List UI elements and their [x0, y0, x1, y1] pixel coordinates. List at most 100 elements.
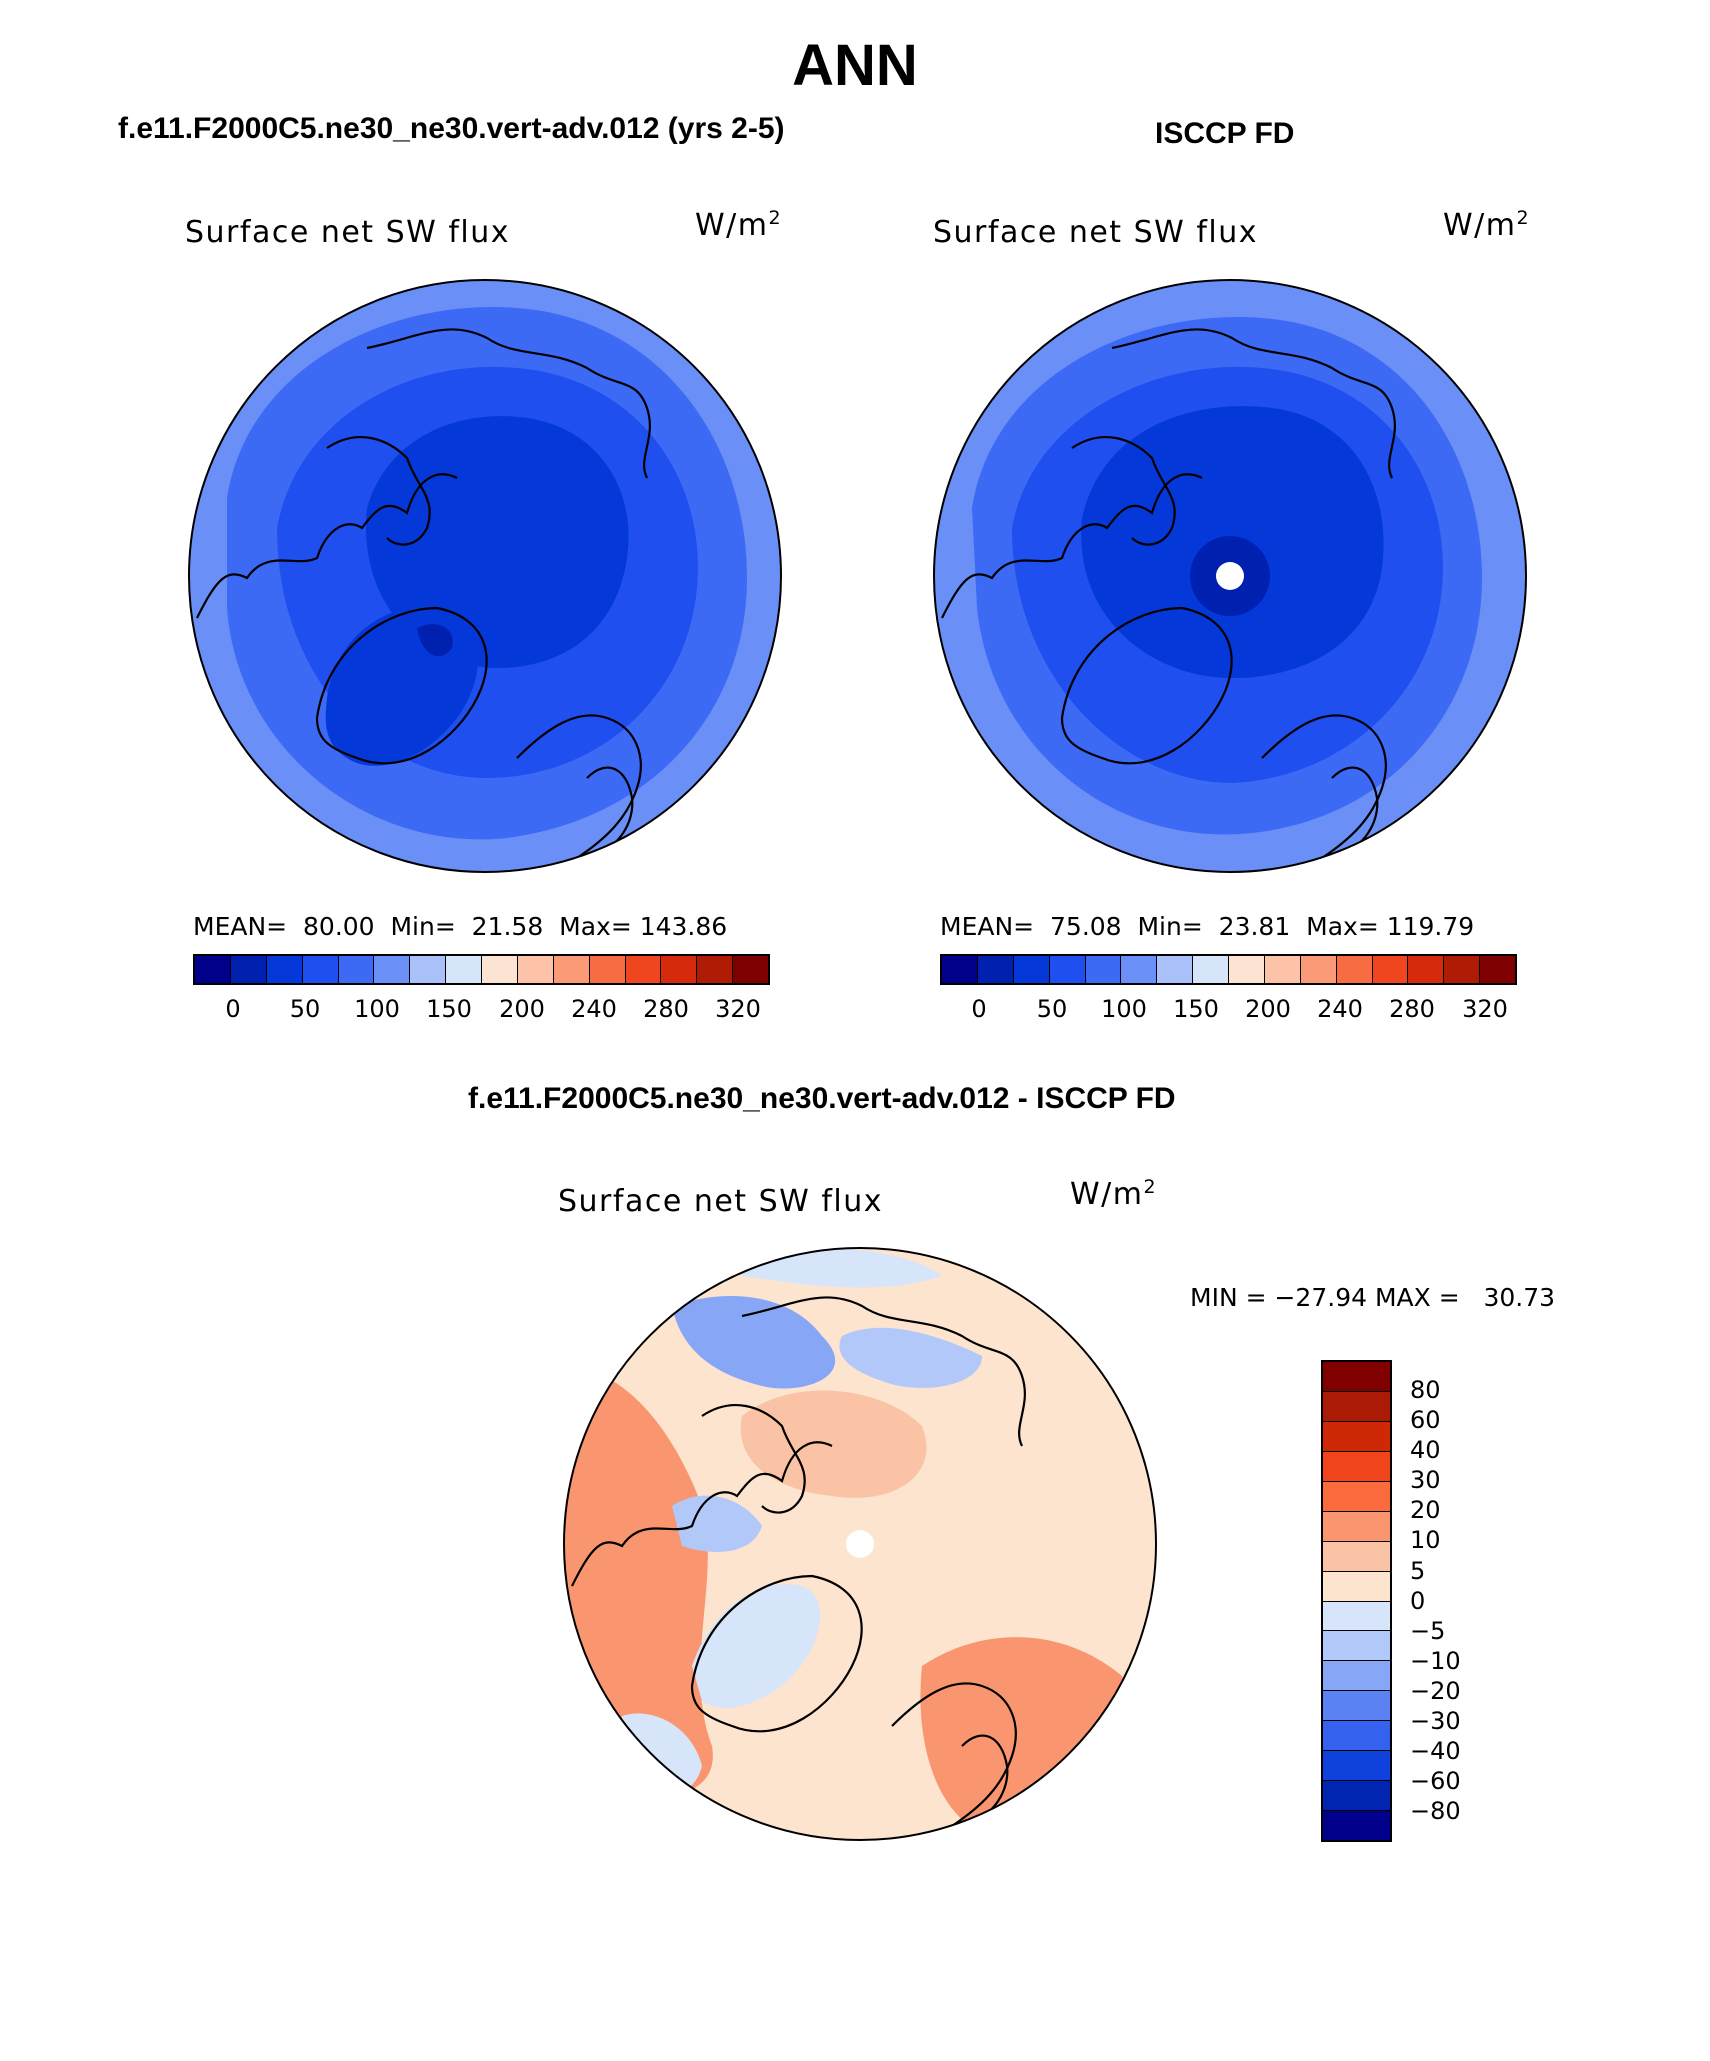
panel3-polar-map	[563, 1247, 1157, 1841]
cbar3-swatch	[1323, 1362, 1390, 1392]
cbar1-swatch	[625, 956, 662, 983]
panel2-coast-greenland	[1060, 606, 1233, 765]
panel3-field-cool-archipelago	[672, 1495, 762, 1552]
cbar3-swatch	[1323, 1421, 1390, 1452]
cbar3-tick: −5	[1410, 1617, 1446, 1645]
panel3-field-warm-southeast	[920, 1637, 1126, 1836]
cbar3-swatch	[1323, 1601, 1390, 1632]
cbar1-swatch	[517, 956, 554, 983]
panel3-coast-canada	[571, 1441, 833, 1587]
cbar3-tick: −20	[1410, 1677, 1461, 1705]
cbar3-tick: −10	[1410, 1647, 1461, 1675]
panel1-polar-map	[188, 279, 782, 873]
cbar2-tick: 100	[1101, 995, 1147, 1023]
cbar1-swatch	[230, 956, 267, 983]
cbar2-swatch	[1085, 956, 1122, 983]
cbar1-swatch	[482, 956, 518, 983]
cbar2-tick: 150	[1173, 995, 1219, 1023]
cbar2-swatch	[1013, 956, 1050, 983]
panel2-heading: ISCCP FD	[1155, 117, 1295, 150]
cbar1-tick: 200	[499, 995, 545, 1023]
cbar2-swatch	[1229, 956, 1265, 983]
panel3-map-border	[563, 1247, 1157, 1841]
cbar3-swatch	[1323, 1391, 1390, 1422]
cbar2-swatch	[1444, 956, 1481, 983]
cbar2-swatch	[1264, 956, 1301, 983]
panel3-field-cool-eastsib	[839, 1327, 982, 1388]
cbar1-tick: 100	[354, 995, 400, 1023]
cbar3-swatch	[1323, 1481, 1390, 1512]
cbar2-tick: 280	[1389, 995, 1435, 1023]
panel1-greenland-core	[417, 624, 453, 657]
cbar2-swatch	[1193, 956, 1229, 983]
cbar3-tick: 30	[1410, 1466, 1441, 1494]
cbar2-tick: 50	[1036, 995, 1068, 1023]
panel1-variable: Surface net SW flux	[185, 215, 510, 250]
cbar1-swatch	[338, 956, 375, 983]
panel3-coast-siberia	[741, 1296, 1026, 1447]
cbar1-tick: 50	[289, 995, 321, 1023]
panel2-colorbar	[940, 954, 1517, 985]
cbar3-tick: 20	[1410, 1496, 1441, 1524]
cbar1-swatch	[697, 956, 734, 983]
cbar2-swatch	[977, 956, 1014, 983]
cbar3-swatch	[1323, 1451, 1390, 1482]
panel2-units: W/m2	[1443, 207, 1531, 243]
cbar3-tick: 5	[1410, 1557, 1426, 1585]
cbar3-swatch	[1323, 1511, 1390, 1542]
cbar2-swatch	[1336, 956, 1373, 983]
panel2-polar-map	[933, 279, 1527, 873]
cbar2-tick: 320	[1462, 995, 1508, 1023]
cbar3-swatch	[1323, 1541, 1390, 1572]
cbar3-tick: 0	[1410, 1587, 1426, 1615]
cbar2-tick: 200	[1245, 995, 1291, 1023]
cbar3-tick: −40	[1410, 1737, 1461, 1765]
panel1-map-border	[188, 279, 782, 873]
cbar3-tick: −80	[1410, 1797, 1461, 1825]
panel2-coast-europe	[1261, 714, 1387, 859]
cbar1-swatch	[733, 956, 768, 983]
cbar1-swatch	[410, 956, 447, 983]
panel2-variable: Surface net SW flux	[933, 215, 1258, 250]
cbar3-tick: 10	[1410, 1526, 1441, 1554]
panel3-field-warm-center	[740, 1390, 927, 1498]
cbar3-tick: 40	[1410, 1436, 1441, 1464]
cbar2-swatch	[1300, 956, 1337, 983]
cbar3-swatch	[1323, 1751, 1390, 1782]
panel3-field-cool-greenland	[692, 1584, 821, 1708]
panel3-pole-gap	[846, 1530, 874, 1558]
cbar1-swatch	[553, 956, 590, 983]
panel1-coast-archipelago	[326, 436, 431, 546]
cbar3-swatch	[1323, 1721, 1390, 1752]
cbar2-swatch	[1049, 956, 1086, 983]
cbar2-swatch	[942, 956, 978, 983]
cbar1-swatch	[302, 956, 339, 983]
cbar2-tick: 0	[971, 995, 987, 1023]
cbar1-swatch	[589, 956, 626, 983]
panel3-coast-archipelago	[701, 1404, 806, 1514]
panel3-stats: MIN = −27.94 MAX = 30.73	[1190, 1283, 1556, 1312]
panel3-coast-greenland	[690, 1574, 863, 1733]
panel3-field-cool-siberia	[672, 1296, 836, 1389]
cbar1-swatch	[374, 956, 411, 983]
cbar1-swatch	[195, 956, 231, 983]
cbar3-tick: −30	[1410, 1707, 1461, 1735]
panel1-coast-siberia	[366, 328, 651, 479]
cbar2-swatch	[1372, 956, 1409, 983]
cbar3-tick: 60	[1410, 1406, 1441, 1434]
cbar2-swatch	[1408, 956, 1445, 983]
panel2-pole-gap	[1216, 562, 1244, 590]
cbar1-tick: 240	[571, 995, 617, 1023]
cbar1-tick: 150	[426, 995, 472, 1023]
panel2-stats: MEAN= 75.08 Min= 23.81 Max= 119.79	[940, 912, 1475, 941]
cbar1-tick: 280	[643, 995, 689, 1023]
panel2-coast-archipelago	[1071, 436, 1176, 546]
panel1-field-core	[366, 416, 629, 668]
cbar2-swatch	[1480, 956, 1515, 983]
panel2-map-border	[933, 279, 1527, 873]
main-title: ANN	[792, 33, 918, 98]
cbar3-tick: 80	[1410, 1376, 1441, 1404]
cbar3-swatch	[1323, 1631, 1390, 1662]
panel1-stats: MEAN= 80.00 Min= 21.58 Max= 143.86	[193, 912, 728, 941]
panel2-coast-siberia	[1111, 328, 1396, 479]
